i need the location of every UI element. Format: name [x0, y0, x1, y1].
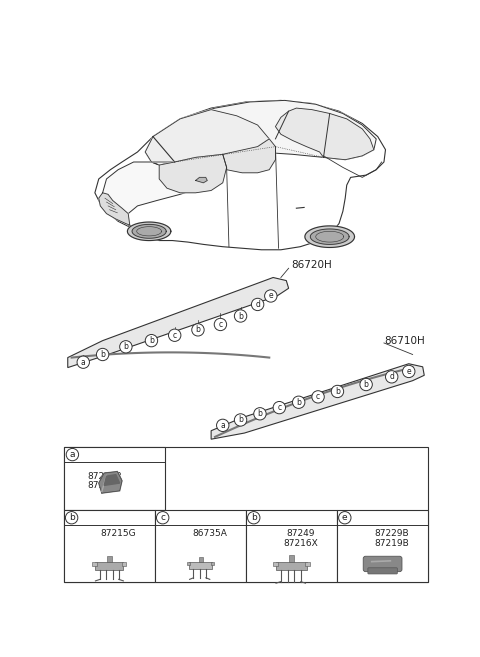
- Polygon shape: [95, 101, 385, 250]
- Bar: [199, 557, 203, 562]
- Bar: [155, 510, 246, 582]
- Circle shape: [385, 371, 398, 383]
- Circle shape: [168, 329, 181, 342]
- Polygon shape: [99, 193, 130, 225]
- Text: c: c: [160, 513, 165, 522]
- Text: b: b: [335, 387, 340, 396]
- Text: c: c: [218, 320, 223, 329]
- Bar: [305, 562, 310, 566]
- Circle shape: [65, 512, 78, 524]
- Circle shape: [145, 334, 157, 347]
- Text: b: b: [296, 397, 301, 407]
- Circle shape: [192, 324, 204, 336]
- FancyBboxPatch shape: [368, 568, 397, 574]
- Text: b: b: [149, 336, 154, 345]
- Circle shape: [252, 298, 264, 311]
- Bar: [276, 562, 307, 570]
- Bar: [289, 555, 294, 562]
- Text: b: b: [69, 513, 74, 522]
- Bar: [96, 562, 123, 570]
- Text: b: b: [100, 350, 105, 359]
- Polygon shape: [159, 154, 227, 193]
- Circle shape: [403, 365, 415, 378]
- Text: 86735A: 86735A: [192, 529, 227, 537]
- Bar: [107, 556, 112, 562]
- Bar: [189, 562, 212, 570]
- Polygon shape: [211, 364, 424, 439]
- Polygon shape: [145, 110, 269, 168]
- Circle shape: [360, 378, 372, 391]
- Text: 86710H: 86710H: [384, 336, 425, 346]
- Polygon shape: [145, 101, 376, 165]
- Bar: [273, 562, 277, 566]
- Circle shape: [234, 414, 247, 426]
- Text: 87215G: 87215G: [101, 529, 136, 537]
- Polygon shape: [132, 225, 166, 238]
- Bar: [187, 562, 191, 566]
- Polygon shape: [99, 472, 122, 493]
- Text: d: d: [389, 373, 394, 381]
- Text: b: b: [257, 409, 263, 419]
- Bar: [211, 562, 215, 566]
- Polygon shape: [223, 139, 276, 173]
- Polygon shape: [311, 229, 349, 244]
- Text: 87218L: 87218L: [87, 481, 121, 490]
- Polygon shape: [68, 277, 288, 367]
- Polygon shape: [104, 474, 120, 486]
- Circle shape: [120, 340, 132, 353]
- Text: 86720H: 86720H: [291, 260, 332, 270]
- Text: 87218R: 87218R: [87, 472, 122, 481]
- Bar: [246, 510, 337, 582]
- Circle shape: [331, 385, 344, 397]
- Text: b: b: [364, 380, 369, 389]
- Text: c: c: [316, 392, 320, 401]
- Text: 87249: 87249: [287, 529, 315, 537]
- Text: e: e: [407, 367, 411, 376]
- Circle shape: [248, 512, 260, 524]
- Text: b: b: [123, 342, 128, 351]
- Circle shape: [264, 290, 277, 302]
- FancyBboxPatch shape: [363, 556, 402, 572]
- Polygon shape: [305, 226, 355, 248]
- Bar: [92, 562, 97, 566]
- Text: 87219B: 87219B: [374, 539, 409, 548]
- Text: a: a: [70, 450, 75, 459]
- Bar: [64, 447, 165, 510]
- Polygon shape: [276, 108, 374, 160]
- Circle shape: [312, 391, 324, 403]
- Text: c: c: [173, 330, 177, 340]
- Circle shape: [338, 512, 351, 524]
- Bar: [122, 562, 126, 566]
- Text: b: b: [238, 415, 243, 424]
- Text: b: b: [238, 311, 243, 321]
- Bar: [337, 510, 428, 582]
- Bar: [64, 510, 155, 582]
- Circle shape: [273, 401, 286, 414]
- Text: a: a: [220, 421, 225, 430]
- Circle shape: [292, 396, 305, 409]
- Text: d: d: [255, 300, 260, 309]
- Circle shape: [216, 419, 229, 432]
- Circle shape: [66, 449, 79, 461]
- Circle shape: [156, 512, 169, 524]
- Bar: [64, 447, 428, 582]
- Text: 87216X: 87216X: [283, 539, 318, 548]
- Text: a: a: [81, 357, 85, 367]
- Text: b: b: [195, 325, 200, 334]
- Text: e: e: [268, 292, 273, 300]
- Polygon shape: [196, 177, 207, 183]
- Text: c: c: [277, 403, 281, 412]
- Circle shape: [254, 407, 266, 420]
- Circle shape: [234, 310, 247, 322]
- Polygon shape: [103, 154, 227, 229]
- Text: b: b: [251, 513, 257, 522]
- Circle shape: [214, 318, 227, 330]
- Circle shape: [96, 348, 109, 361]
- Text: e: e: [342, 513, 348, 522]
- Circle shape: [77, 356, 89, 369]
- Text: 87229B: 87229B: [374, 529, 409, 537]
- Polygon shape: [128, 222, 171, 240]
